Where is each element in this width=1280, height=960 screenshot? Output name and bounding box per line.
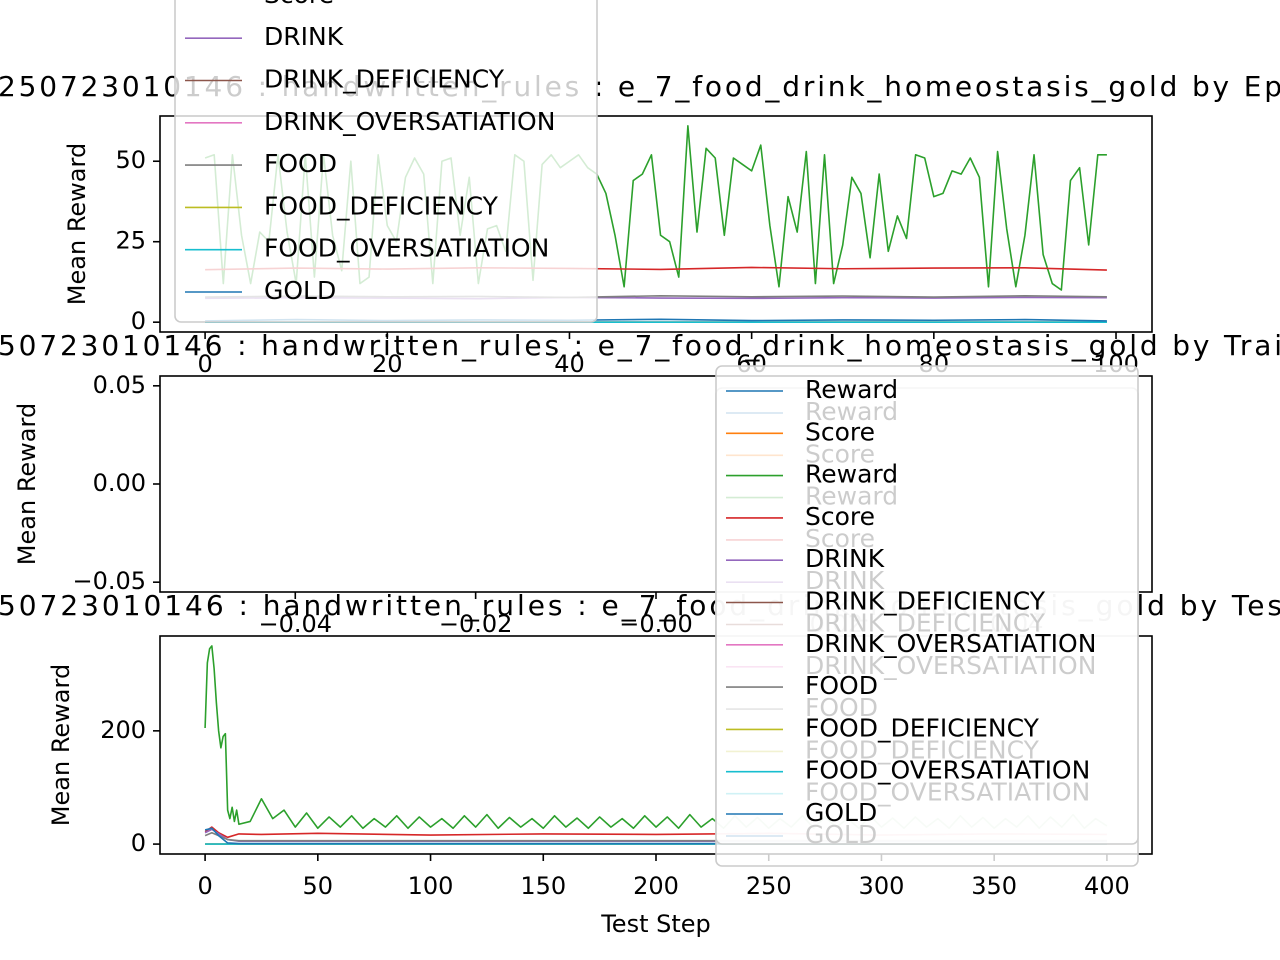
legend-label: Score	[805, 502, 875, 531]
x-tick-label: 100	[408, 872, 454, 900]
x-tick-label: 0	[197, 872, 212, 900]
x-tick-label: −0.04	[258, 610, 332, 638]
legend-label: DRINK	[264, 22, 344, 51]
y-tick-label: 200	[100, 716, 146, 744]
legend-label: DRINK_OVERSATIATION	[264, 107, 555, 136]
legend-label: FOOD_DEFICIENCY	[264, 191, 499, 220]
legend-label: GOLD	[805, 798, 877, 827]
y-tick-label: −0.05	[72, 567, 146, 595]
axes-frame	[159, 115, 1153, 333]
y-tick-label: 0.00	[93, 469, 146, 497]
y-axis-label: Mean Reward	[13, 403, 41, 565]
legend-label: DRINK_DEFICIENCY	[264, 65, 505, 94]
legend-frame	[715, 365, 1139, 845]
x-tick-label: −0.00	[619, 610, 693, 638]
chart-title: 50723010146 : handwritten_rules : e_7_fo…	[0, 329, 1280, 362]
y-tick-label: 0	[131, 829, 146, 857]
x-tick-label: 150	[520, 872, 566, 900]
legend-label: FOOD_OVERSATIATION	[805, 756, 1090, 785]
legend-frame	[174, 0, 598, 323]
legend-label: DRINK_DEFICIENCY	[805, 587, 1046, 616]
x-tick-label: 250	[746, 872, 792, 900]
legend-label: Score	[264, 0, 334, 9]
x-tick-label: 50	[303, 872, 334, 900]
legend-label: FOOD	[264, 149, 337, 178]
y-tick-label: 25	[115, 227, 146, 255]
y-axis-label: Mean Reward	[63, 143, 91, 305]
legend-label: DRINK	[805, 544, 885, 573]
x-tick-label: 300	[859, 872, 905, 900]
y-tick-label: 50	[115, 146, 146, 174]
x-tick-label: −0.02	[439, 610, 513, 638]
x-tick-label: 200	[633, 872, 679, 900]
legend-label: FOOD	[805, 671, 878, 700]
y-tick-label: 0	[131, 307, 146, 335]
legend-label: GOLD	[264, 276, 336, 305]
legend-label: Reward	[805, 375, 898, 404]
x-tick-label: 350	[971, 872, 1017, 900]
legend-label: Reward	[805, 460, 898, 489]
x-axis-label: Test Step	[600, 910, 711, 938]
legend-label: FOOD_DEFICIENCY	[805, 713, 1040, 742]
y-tick-label: 0.05	[93, 371, 146, 399]
x-tick-label: 400	[1084, 872, 1130, 900]
x-tick-label: 0	[197, 350, 212, 378]
legend-label: DRINK_OVERSATIATION	[805, 629, 1096, 658]
x-tick-label: 40	[554, 350, 585, 378]
legend-label: FOOD_OVERSATIATION	[264, 234, 549, 263]
legend-label: Score	[805, 417, 875, 446]
x-tick-label: 20	[372, 350, 403, 378]
y-axis-label: Mean Reward	[47, 664, 75, 826]
